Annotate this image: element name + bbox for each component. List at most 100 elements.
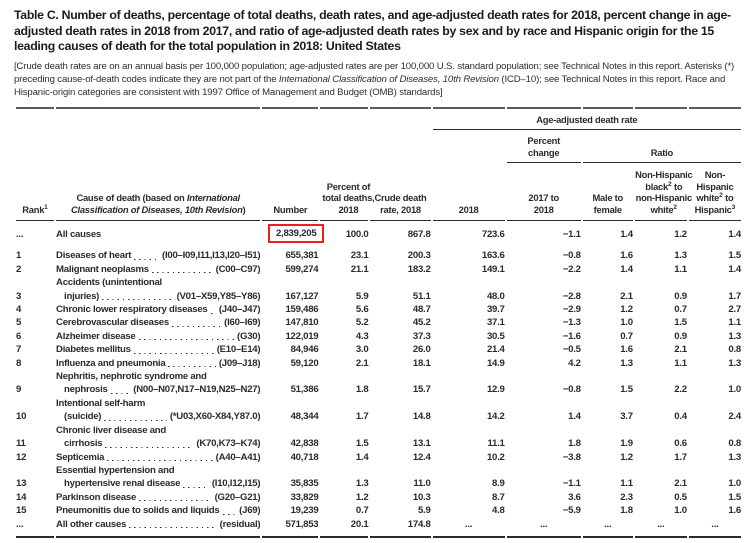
cause-label: Chronic liver disease and <box>56 424 167 436</box>
aadr-2018-cell: 11.1 <box>487 438 505 450</box>
pct-total-cell: 20.1 <box>320 518 369 538</box>
white-hispanic-cell: 1.0 <box>728 478 741 490</box>
black-white-cell: 0.9 <box>674 330 687 342</box>
icd-code: (J09–J18) <box>218 357 261 369</box>
cause-cell: All causes <box>56 221 260 249</box>
cause-label: Malignant neoplasms <box>56 263 149 275</box>
number-cell: 40,718 <box>290 451 319 463</box>
number-cell: 33,829 <box>290 491 319 503</box>
cause-label: cirrhosis <box>64 438 103 450</box>
black-white-cell: 1.5 <box>674 317 687 329</box>
cause-line: Influenza and pneumonia (J09–J18) <box>56 356 261 371</box>
aadr-2018-cell: 14.9 <box>486 357 505 369</box>
cause-cell: Accidents (unintentional injuries) (V01–X5… <box>56 276 261 304</box>
top-rule <box>16 106 741 109</box>
dot-leader <box>129 517 217 531</box>
male-female-cell: 0.7 <box>620 330 633 342</box>
cause-line: Alzheimer disease (G30) <box>56 329 260 344</box>
pct-change-cell: −0.8 <box>562 250 581 262</box>
cause-cell: Chronic lower respiratory diseases (J40–J… <box>56 303 261 317</box>
white-hispanic-cell: 1.3 <box>728 357 741 369</box>
crude-rate-cell: 200.3 <box>407 250 431 262</box>
pct-change-cell: −2.9 <box>562 304 581 316</box>
pct-change-cell: −0.8 <box>562 384 581 396</box>
cause-cell: Nephritis, nephrotic syndrome and nephros… <box>56 370 260 397</box>
pct-change-cell: 1.8 <box>568 438 581 450</box>
table-row: 6 Alzheimer disease (G30) 122,019 4.3 37.3 30.… <box>16 329 741 344</box>
table-title: Table C. Number of deaths, percentage of… <box>14 8 731 53</box>
number-cell: 147,810 <box>285 317 319 329</box>
cause-line: Chronic lower respiratory diseases (J40–J… <box>56 303 261 317</box>
table-row: 7 Diabetes mellitus (E10–E14) 84,946 3.0 26.0… <box>16 343 741 357</box>
cause-line: hypertensive renal disease (I10,I12,I15) <box>56 477 260 491</box>
col-header-2017-to-2018: 2017 to 2018 <box>506 163 581 221</box>
icd-code: (K70,K73–K74) <box>196 438 261 450</box>
dot-leader <box>151 262 213 277</box>
rank-cell: 7 <box>16 344 22 356</box>
crude-rate-cell: 12.4 <box>412 451 431 463</box>
table-row: 12 Septicemia (A40–A41) 40,718 1.4 12.4 10.2 −3… <box>16 450 741 464</box>
note-text-post: (ICD–10); see Technical Notes in this re… <box>14 73 726 98</box>
number-cell: 51,386 <box>290 384 319 396</box>
cause-label: Cerebrovascular diseases <box>56 317 169 329</box>
pct-total-cell: 5.2 <box>355 317 369 329</box>
cause-line: Pneumonitis due to solids and liquids (J6… <box>56 504 261 518</box>
col-header-white-hispanic-ratio: Non-Hispanic white2 to Hispanic3 <box>688 163 741 221</box>
aadr-2018-cell: 723.6 <box>481 229 505 240</box>
aadr-2018-cell: 12.9 <box>486 384 505 396</box>
icd-code: (V01–X59,Y85–Y86) <box>176 290 261 302</box>
aadr-2018-cell: ... <box>432 518 505 538</box>
white-hispanic-cell: 1.6 <box>728 505 741 517</box>
note-text-pre: [Crude death rates are on an annual basi… <box>14 60 735 85</box>
rank-cell: 5 <box>16 317 22 329</box>
number-cell: 122,019 <box>285 330 319 342</box>
dot-leader <box>107 450 213 464</box>
number-cell: 655,381 <box>285 250 319 262</box>
cause-label: All causes <box>56 229 102 240</box>
cause-label: Septicemia <box>56 451 105 463</box>
table-row: 9 Nephritis, nephrotic syndrome and nephro… <box>16 370 741 397</box>
aadr-2018-cell: 8.9 <box>492 478 505 490</box>
cause-line: cirrhosis (K70,K73–K74) <box>56 437 261 451</box>
black-white-cell: 0.6 <box>674 438 687 450</box>
crude-rate-cell: 15.7 <box>412 384 431 396</box>
cause-label: Nephritis, nephrotic syndrome and <box>56 371 207 383</box>
icd-code: (G20–G21) <box>214 491 261 503</box>
icd-code: (J69) <box>239 505 261 517</box>
white-hispanic-cell: 1.3 <box>728 330 741 342</box>
dot-leader <box>110 383 131 397</box>
white-hispanic-cell: 0.8 <box>728 438 741 450</box>
dot-leader <box>222 504 237 518</box>
col-header-crude-rate: Crude death rate, 2018 <box>370 163 431 221</box>
white-hispanic-cell: 1.4 <box>728 229 741 240</box>
pct-change-cell: −2.2 <box>562 263 581 275</box>
cause-cell: Intentional self-harm (suicide) (*U03,X60-… <box>56 397 260 424</box>
white-hispanic-cell: ... <box>688 518 741 538</box>
white-hispanic-cell: 1.7 <box>728 290 741 302</box>
dot-leader <box>102 289 174 304</box>
male-female-cell: 1.8 <box>620 505 633 517</box>
table-row: 15 Pneumonitis due to solids and liquids (… <box>16 504 741 518</box>
male-female-cell: 1.4 <box>620 229 633 240</box>
pct-change-cell: −5.9 <box>562 505 581 517</box>
icd-code: (J40–J47) <box>218 304 261 316</box>
pct-change-cell: 1.4 <box>568 411 581 423</box>
dot-leader <box>210 303 216 317</box>
icd-code: (C00–C97) <box>215 263 261 275</box>
cause-cell: Cerebrovascular diseases (I60–I69) <box>56 316 260 330</box>
pct-total-cell: 1.7 <box>355 411 369 423</box>
black-white-cell: 1.1 <box>674 263 687 275</box>
icd-code: (*U03,X60-X84,Y87.0) <box>169 411 261 423</box>
icd-code: (residual) <box>219 518 261 530</box>
cause-cell: Diseases of heart (I00–I09,I11,I13,I20–I5… <box>56 249 260 263</box>
table-note: [Crude death rates are on an annual basi… <box>14 60 743 99</box>
crude-rate-cell: 26.0 <box>412 344 431 356</box>
pct-total-cell: 4.3 <box>355 330 369 342</box>
pct-change-cell: −0.5 <box>562 344 581 356</box>
white-hispanic-cell: 0.8 <box>728 344 741 356</box>
cause-cell: Essential hypertension and hypertensive r… <box>56 464 260 491</box>
col-header-2018: 2018 <box>432 163 505 221</box>
black-white-cell: 0.7 <box>674 304 687 316</box>
cause-label: Essential hypertension and <box>56 464 175 476</box>
pct-change-cell: 3.6 <box>568 491 581 503</box>
